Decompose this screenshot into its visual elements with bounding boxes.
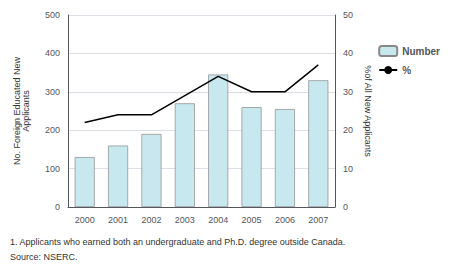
svg-text:%of All New Applicants: %of All New Applicants <box>363 65 373 157</box>
svg-text:2003: 2003 <box>175 215 195 225</box>
svg-text:500: 500 <box>45 10 60 20</box>
svg-text:30: 30 <box>343 87 353 97</box>
svg-text:100: 100 <box>45 164 60 174</box>
svg-text:2007: 2007 <box>308 215 328 225</box>
svg-text:10: 10 <box>343 164 353 174</box>
svg-text:2002: 2002 <box>141 215 161 225</box>
svg-text:2001: 2001 <box>108 215 128 225</box>
svg-text:2005: 2005 <box>242 215 262 225</box>
svg-text:40: 40 <box>343 48 353 58</box>
svg-text:Source: NSERC.: Source: NSERC. <box>10 252 78 262</box>
svg-text:200: 200 <box>45 125 60 135</box>
svg-text:2000: 2000 <box>75 215 95 225</box>
svg-text:%: % <box>402 65 411 76</box>
svg-text:No. Foreign Educated New: No. Foreign Educated New <box>11 57 22 165</box>
svg-text:20: 20 <box>343 125 353 135</box>
svg-text:1. Applicants who earned both: 1. Applicants who earned both an undergr… <box>10 237 345 247</box>
svg-text:2006: 2006 <box>275 215 295 225</box>
svg-text:2004: 2004 <box>208 215 228 225</box>
svg-text:0: 0 <box>343 202 348 212</box>
svg-text:400: 400 <box>45 48 60 58</box>
svg-text:50: 50 <box>343 10 353 20</box>
svg-text:Applicants: Applicants <box>21 90 31 132</box>
svg-text:Number: Number <box>402 46 440 57</box>
svg-text:0: 0 <box>55 202 60 212</box>
svg-text:300: 300 <box>45 87 60 97</box>
